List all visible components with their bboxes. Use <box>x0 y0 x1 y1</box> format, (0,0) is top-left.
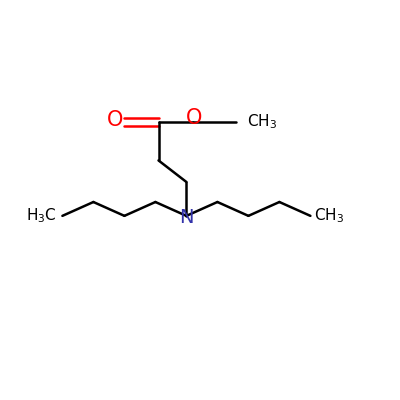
Text: H$_3$C: H$_3$C <box>26 206 56 225</box>
Text: CH$_3$: CH$_3$ <box>314 206 344 225</box>
Text: O: O <box>107 110 123 130</box>
Text: CH$_3$: CH$_3$ <box>247 112 277 131</box>
Text: N: N <box>179 208 194 227</box>
Text: O: O <box>186 108 202 128</box>
